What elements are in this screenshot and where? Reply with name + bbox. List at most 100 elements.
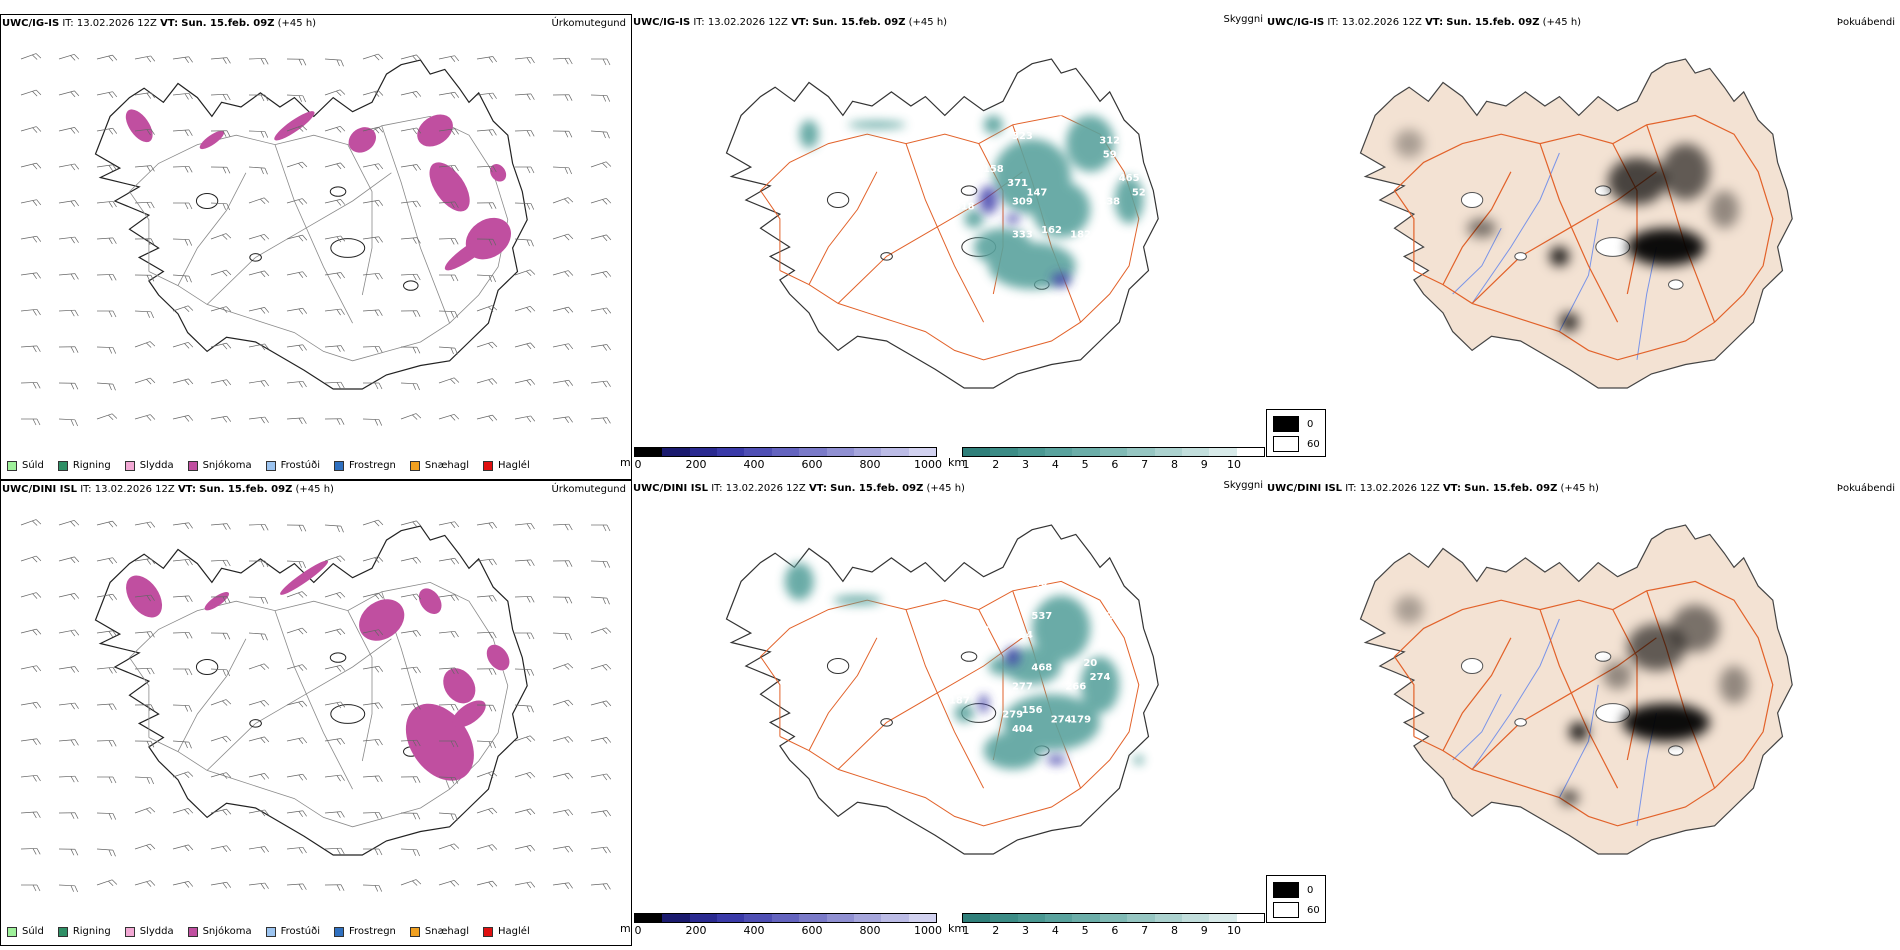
wind-barb [514, 269, 536, 277]
fog-legend: 0 60 [1266, 409, 1326, 457]
snowfall-area [199, 130, 225, 150]
wind-barb [134, 704, 155, 711]
wind-barb [362, 163, 384, 170]
model-row-0: UWC/IG-IS IT: 13.02.2026 12Z VT: Sun. 15… [0, 14, 1900, 480]
wind-barb [552, 772, 574, 780]
wind-barb [552, 596, 573, 604]
road-line [808, 637, 878, 751]
snowfall-area [348, 127, 376, 153]
wind-barb [552, 882, 573, 890]
wind-barb [590, 417, 611, 424]
panel-header: UWC/DINI ISL IT: 13.02.2026 12Z VT: Sun.… [633, 480, 1265, 499]
wind-barb [96, 520, 118, 528]
colorbar-segment [799, 448, 827, 456]
colorbar-tick-label: 8 [1170, 924, 1178, 937]
wind-barb [58, 53, 80, 61]
colorbar-unit: m [620, 456, 631, 469]
wind-barb [20, 272, 41, 280]
wind-barb [97, 310, 117, 318]
wind-barb [515, 632, 535, 640]
legend-swatch [483, 460, 494, 471]
cloud-base-label: 468 [1031, 663, 1052, 674]
wind-barb [438, 55, 460, 62]
wind-barb [172, 92, 193, 100]
fog-legend-item: 60 [1273, 902, 1320, 918]
wind-barb [248, 773, 270, 780]
colorbar-segment [908, 448, 936, 456]
wind-barb [438, 377, 460, 385]
cloud-base-label: 177 [949, 686, 970, 697]
valid-time-label: VT: [1425, 17, 1444, 28]
wind-barb [476, 414, 498, 422]
cloud-base-label: 20 [996, 625, 1010, 636]
wind-barb [96, 666, 117, 674]
wind-barb [400, 776, 421, 783]
wind-barb [134, 776, 154, 785]
road-line [206, 172, 392, 305]
wind-barb [476, 880, 498, 888]
glacier-outline [880, 252, 893, 261]
wind-barb [400, 630, 421, 637]
wind-barb [363, 382, 383, 390]
wind-barb [438, 557, 460, 565]
colorbar-segment [689, 448, 718, 456]
wind-barb [96, 413, 118, 421]
wind-barb [286, 198, 308, 205]
colorbar-tick-label: 4 [1051, 458, 1059, 471]
colorbar-tick-label: 7 [1141, 924, 1149, 937]
wind-barb [172, 305, 194, 313]
fog-legend-value: 60 [1307, 904, 1320, 916]
wind-barb [172, 595, 193, 603]
cloud-base-label: 59 [1103, 150, 1117, 161]
wind-barb [134, 631, 155, 638]
init-time: 13.02.2026 12Z [1359, 483, 1440, 494]
wind-barb [438, 91, 460, 99]
wind-barb [552, 523, 573, 531]
road-line [206, 638, 392, 771]
fog-legend-swatch [1273, 436, 1299, 452]
colorbar-tick-label: 1000 [914, 924, 942, 937]
wind-barb [248, 233, 270, 241]
wind-barb [20, 811, 41, 819]
wind-barb [58, 90, 80, 98]
wind-barb [362, 236, 383, 244]
cloud-base-label: 333 [1012, 230, 1033, 241]
colorbar-ticks: 1 2 3 4 5 6 7 8 9 10 [962, 457, 1265, 471]
cloud-base-label: 454 [1012, 630, 1033, 641]
colorbar-segment [635, 448, 663, 456]
colorbar-tick-label: 2 [992, 924, 1000, 937]
wind-barb [552, 270, 574, 277]
precip-legend-item: Frostregn [334, 460, 396, 471]
wind-barb [400, 557, 422, 564]
wind-barb [248, 663, 270, 671]
colorbar-tick-label: 600 [801, 924, 823, 937]
wind-barb [476, 202, 497, 209]
precip-legend-item: Slydda [124, 460, 174, 471]
wind-barb [134, 594, 155, 602]
road-line [381, 125, 450, 324]
precip-legend-item: Súld [7, 460, 44, 471]
colorbar-segment [963, 914, 991, 922]
precip-legend-item: Rigning [57, 926, 111, 937]
wind-barb [210, 415, 232, 423]
wind-barb [324, 345, 345, 352]
colorbar-strip [962, 913, 1265, 923]
colorbar-strip [962, 447, 1265, 457]
colorbar-unit: m [620, 922, 631, 935]
wind-barb [438, 201, 459, 209]
cloud-base-label: 309 [1012, 197, 1033, 208]
colorbar-ticks: 0 200 400 600 800 1000 [634, 923, 943, 937]
cloud-visibility-panel: UWC/DINI ISL IT: 13.02.2026 12Z VT: Sun.… [620, 480, 1266, 946]
wind-barb [590, 344, 611, 351]
precip-type-panel: UWC/DINI ISL IT: 13.02.2026 12Z VT: Sun.… [0, 480, 632, 946]
wind-barb [476, 341, 498, 349]
colorbar-tick-label: 400 [743, 458, 765, 471]
init-time-label: IT: [1345, 483, 1357, 494]
wind-barb [514, 415, 536, 423]
road-line [177, 172, 247, 286]
wind-barb [552, 379, 574, 387]
cloud-base-label: 312 [1099, 136, 1120, 147]
model-row-1: UWC/DINI ISL IT: 13.02.2026 12Z VT: Sun.… [0, 480, 1900, 946]
colorbar-segment [990, 914, 1018, 922]
